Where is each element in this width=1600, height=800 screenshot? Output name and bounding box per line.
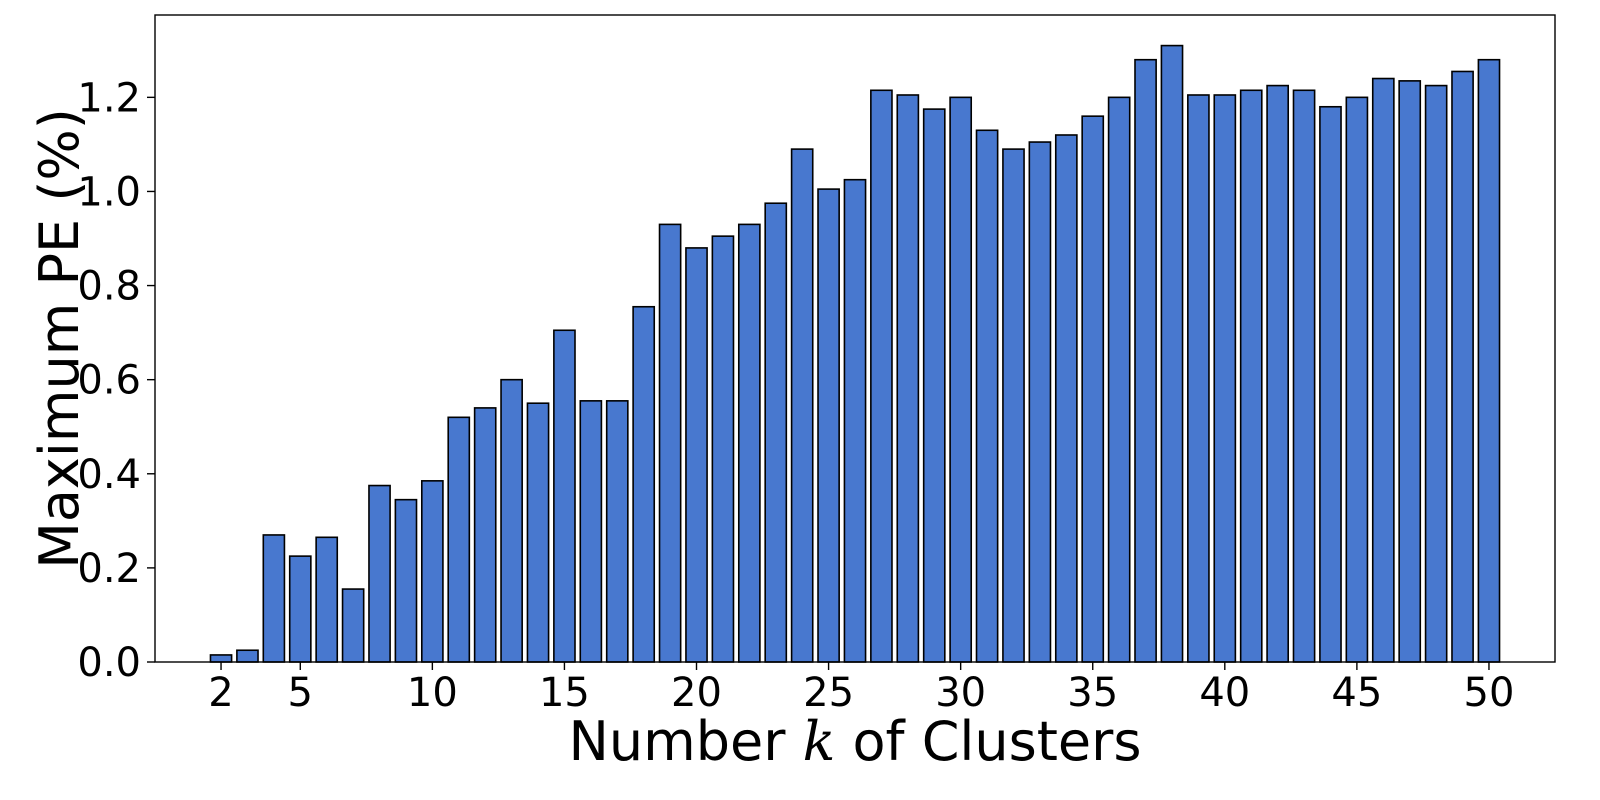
y-tick-label: 1.2: [77, 75, 141, 121]
bar-k-12: [473, 407, 497, 663]
bar-k-4: [262, 534, 286, 663]
x-tick-label: 35: [1067, 670, 1118, 716]
y-tick-label: 1.0: [77, 169, 141, 215]
bar-k-38: [1160, 44, 1184, 663]
bar-k-47: [1398, 80, 1422, 663]
y-axis-ticks: 0.0 0.2 0.4 0.6 0.8 1.0 1.2: [77, 75, 155, 686]
y-axis-title: Maximum PE (%): [28, 108, 91, 569]
bar-k-22: [737, 223, 761, 663]
bar-k-30: [949, 96, 973, 663]
bar-k-17: [605, 400, 629, 663]
bar-k-49: [1451, 70, 1474, 663]
bar-k-28: [896, 94, 920, 663]
bar-k-45: [1345, 96, 1369, 663]
bar-k-44: [1319, 105, 1342, 663]
bar-k-3: [236, 649, 259, 663]
bar-k-15: [553, 329, 576, 663]
y-tick-label: 0.4: [77, 452, 141, 498]
x-tick-label: 5: [288, 670, 313, 716]
bar-k-21: [711, 235, 735, 663]
x-tick-label: 45: [1331, 670, 1382, 716]
bar-k-31: [975, 129, 999, 663]
bars-group: [209, 44, 1501, 663]
bar-k-5: [288, 555, 312, 663]
y-tick-label: 0.0: [77, 640, 141, 686]
x-tick-label: 40: [1199, 670, 1250, 716]
bar-k-10: [420, 480, 444, 663]
bar-k-14: [526, 402, 550, 663]
x-axis-ticks: 2 5 10 15 20 25 30 35 40 45 50: [208, 662, 1514, 716]
bar-k-48: [1424, 84, 1448, 663]
x-tick-label: 25: [803, 670, 854, 716]
x-tick-label: 50: [1464, 670, 1515, 716]
x-axis-title-prefix: Number: [568, 710, 802, 773]
bar-k-39: [1187, 94, 1210, 663]
x-axis-title-variable: k: [803, 710, 836, 773]
x-tick-label: 10: [407, 670, 458, 716]
bar-k-43: [1292, 89, 1316, 663]
x-tick-label: 30: [935, 670, 986, 716]
plot-frame: [154, 14, 1556, 663]
bar-k-18: [632, 305, 656, 663]
bar-k-9: [394, 498, 418, 663]
bar-k-40: [1213, 94, 1237, 663]
x-tick-label: 20: [671, 670, 722, 716]
bar-k-36: [1107, 96, 1131, 663]
bar-k-23: [764, 202, 788, 663]
bar-k-25: [817, 188, 840, 663]
bar-k-20: [685, 247, 708, 663]
y-tick-label: 0.2: [77, 546, 141, 592]
bar-k-34: [1054, 134, 1078, 663]
bar-k-26: [843, 178, 867, 663]
bar-k-42: [1266, 84, 1290, 663]
bar-k-32: [1002, 148, 1025, 663]
bar-k-19: [658, 223, 682, 663]
bar-k-7: [341, 588, 365, 663]
bar-k-27: [870, 89, 893, 663]
bar-k-46: [1371, 77, 1395, 663]
bar-k-16: [579, 400, 603, 663]
bar-k-6: [315, 536, 339, 663]
bar-k-11: [447, 416, 471, 663]
x-tick-label: 15: [539, 670, 590, 716]
x-axis-title-suffix: of Clusters: [835, 710, 1141, 773]
bar-k-33: [1028, 141, 1052, 663]
bar-k-35: [1081, 115, 1105, 663]
bar-k-41: [1239, 89, 1263, 663]
bar-k-8: [368, 484, 391, 663]
y-tick-label: 0.6: [77, 358, 141, 404]
bar-k-13: [500, 378, 523, 663]
bar-k-37: [1134, 58, 1157, 663]
x-tick-label: 2: [208, 670, 233, 716]
y-tick-label: 0.8: [77, 264, 141, 310]
bar-k-50: [1477, 58, 1501, 663]
bar-k-29: [922, 108, 946, 663]
bar-k-2: [209, 654, 233, 663]
x-axis-title: Number k of Clusters: [568, 710, 1141, 773]
bar-k-24: [790, 148, 814, 663]
